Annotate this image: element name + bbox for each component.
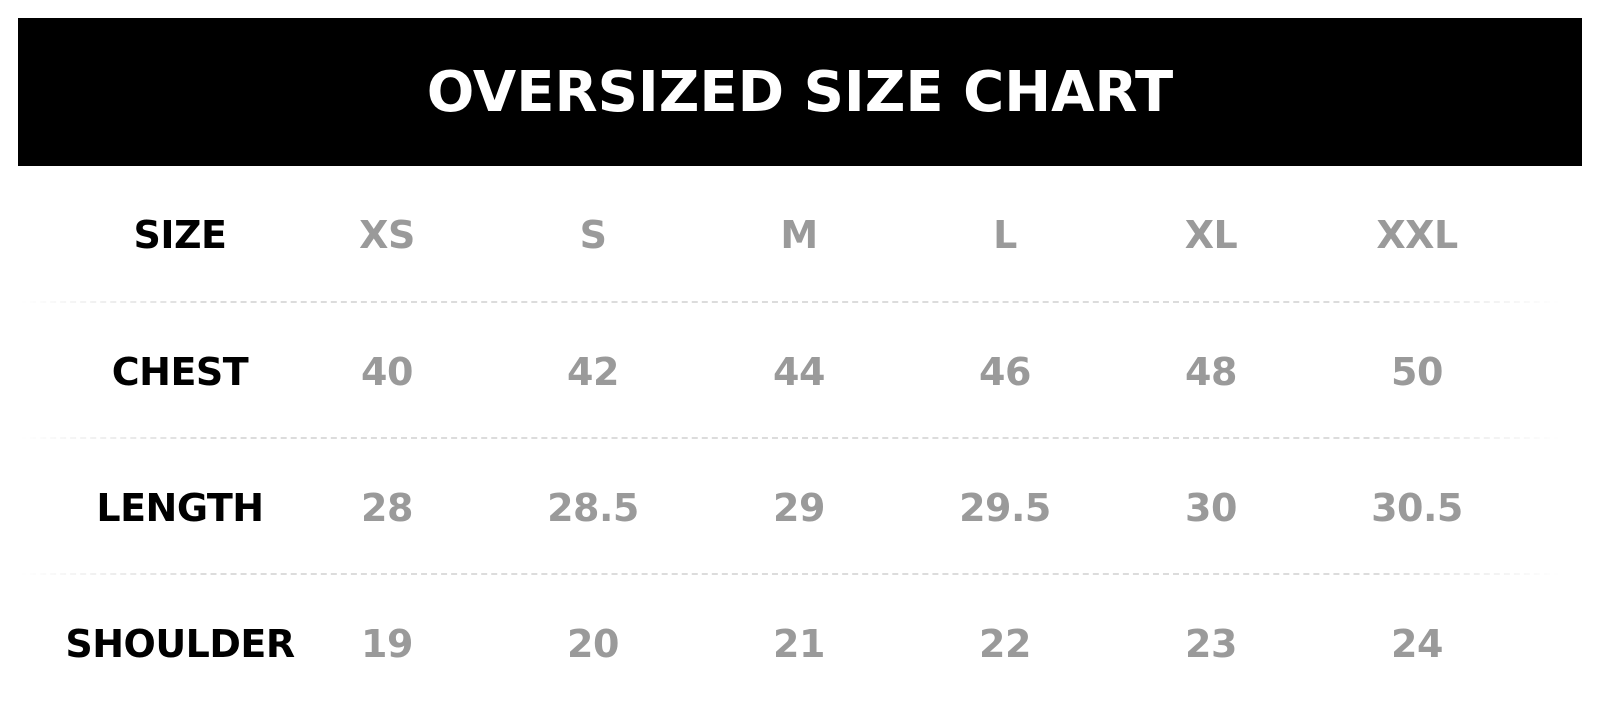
shoulder-cell-s: 20: [567, 622, 619, 666]
shoulder-row: SHOULDER 19 20 21 22 23 24: [0, 575, 1600, 713]
shoulder-cell-l: 22: [979, 622, 1031, 666]
length-cell-m: 29: [773, 486, 825, 530]
shoulder-cell-m: 21: [773, 622, 825, 666]
chart-header: OVERSIZED SIZE CHART: [18, 18, 1582, 166]
chest-cell-xxl: 50: [1391, 350, 1443, 394]
size-row: SIZE XS S M L XL XXL: [0, 166, 1600, 304]
length-cell-xs: 28: [361, 486, 413, 530]
shoulder-cell-xl: 23: [1185, 622, 1237, 666]
row-divider: [20, 301, 1560, 303]
row-divider: [20, 573, 1560, 575]
chest-row: CHEST 40 42 44 46 48 50: [0, 303, 1600, 441]
chest-cell-s: 42: [567, 350, 619, 394]
shoulder-cell-xs: 19: [361, 622, 413, 666]
size-cell-m: M: [780, 213, 818, 257]
size-cell-xs: XS: [359, 213, 415, 257]
length-row: LENGTH 28 28.5 29 29.5 30 30.5: [0, 439, 1600, 577]
chest-cell-m: 44: [773, 350, 825, 394]
chest-cell-xs: 40: [361, 350, 413, 394]
shoulder-cell-xxl: 24: [1391, 622, 1443, 666]
length-cell-xxl: 30.5: [1371, 486, 1463, 530]
length-cell-s: 28.5: [547, 486, 639, 530]
chart-title: OVERSIZED SIZE CHART: [426, 60, 1174, 125]
length-cell-xl: 30: [1185, 486, 1237, 530]
chest-cell-l: 46: [979, 350, 1031, 394]
size-cell-l: L: [993, 213, 1017, 257]
size-cell-s: S: [579, 213, 607, 257]
row-label-size: SIZE: [133, 213, 227, 257]
row-label-shoulder: SHOULDER: [65, 622, 295, 666]
length-cell-l: 29.5: [959, 486, 1051, 530]
size-cell-xxl: XXL: [1376, 213, 1458, 257]
chest-cell-xl: 48: [1185, 350, 1237, 394]
size-cell-xl: XL: [1184, 213, 1238, 257]
row-label-length: LENGTH: [96, 486, 264, 530]
size-table: SIZE XS S M L XL XXL CHEST 40 42 44 46 4…: [0, 166, 1600, 725]
row-label-chest: CHEST: [111, 350, 249, 394]
row-divider: [20, 437, 1560, 439]
